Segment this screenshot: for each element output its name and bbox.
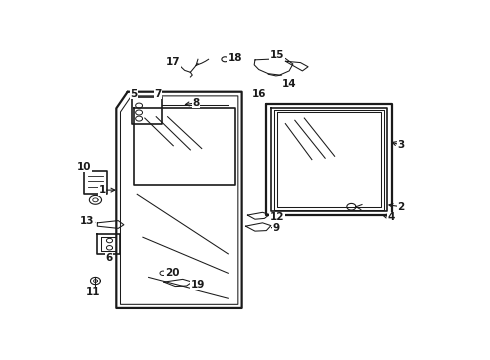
Text: 13: 13 xyxy=(80,216,94,226)
Text: 2: 2 xyxy=(397,202,405,212)
Text: 18: 18 xyxy=(228,53,243,63)
Text: 8: 8 xyxy=(193,98,200,108)
Text: 15: 15 xyxy=(270,50,284,60)
Text: 12: 12 xyxy=(270,212,284,222)
Text: 16: 16 xyxy=(251,90,266,99)
Text: 6: 6 xyxy=(105,253,112,263)
Text: 4: 4 xyxy=(388,212,395,222)
Text: 11: 11 xyxy=(86,287,101,297)
Text: 9: 9 xyxy=(272,223,279,233)
Text: 3: 3 xyxy=(397,140,405,150)
Text: 14: 14 xyxy=(282,79,296,89)
Text: 17: 17 xyxy=(166,57,181,67)
Text: 19: 19 xyxy=(191,280,205,290)
Text: 1: 1 xyxy=(98,185,106,195)
Text: 7: 7 xyxy=(154,89,162,99)
Text: 20: 20 xyxy=(165,268,179,278)
Text: 10: 10 xyxy=(77,162,91,172)
Text: 5: 5 xyxy=(130,89,138,99)
